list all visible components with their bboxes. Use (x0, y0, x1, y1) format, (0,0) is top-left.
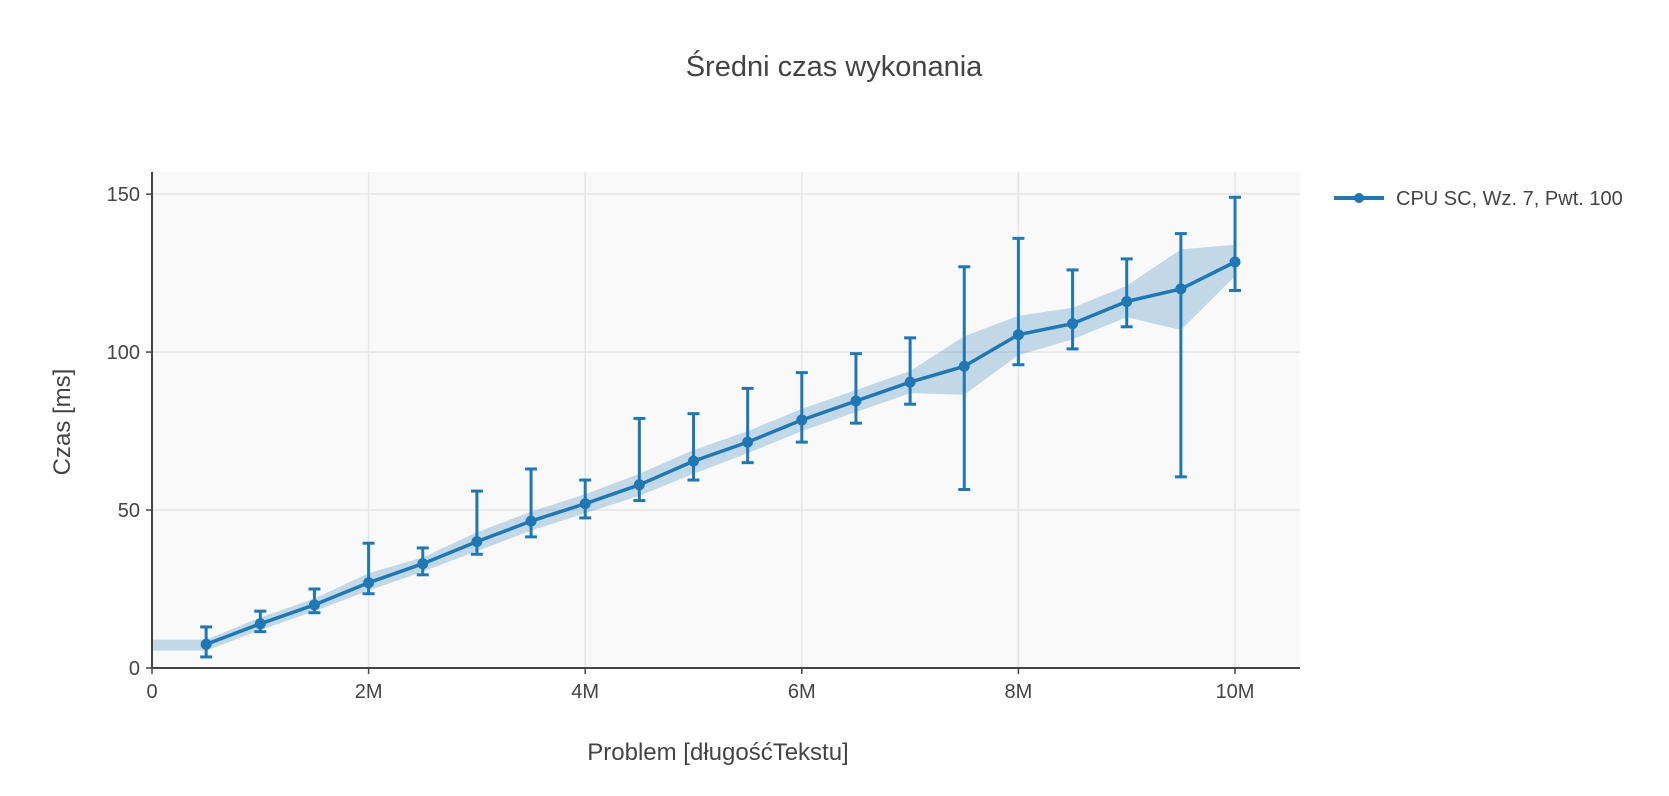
x-tick-label: 4M (571, 681, 599, 703)
error-bar (741, 386, 754, 465)
data-point[interactable] (1229, 256, 1241, 268)
data-point[interactable] (796, 414, 808, 426)
data-point[interactable] (471, 536, 483, 548)
data-point[interactable] (254, 618, 266, 630)
error-bar (1012, 236, 1025, 367)
error-bar (904, 336, 917, 406)
x-tick-label: 2M (355, 681, 383, 703)
data-point[interactable] (904, 376, 916, 388)
axes: 0 2M 4M 6M 8M 10M 0 50 100 150 (107, 172, 1300, 703)
data-point[interactable] (1012, 329, 1024, 341)
legend-marker-swatch (1354, 193, 1364, 203)
data-point[interactable] (742, 436, 754, 448)
x-tick-label: 10M (1216, 681, 1255, 703)
data-point[interactable] (363, 577, 375, 589)
error-bar (1066, 268, 1079, 351)
x-tick-label: 0 (146, 681, 157, 703)
data-point[interactable] (1175, 283, 1187, 295)
y-tick-label: 50 (118, 500, 140, 522)
data-point[interactable] (417, 558, 429, 570)
data-point[interactable] (850, 395, 862, 407)
data-point[interactable] (958, 360, 970, 372)
data-point[interactable] (1121, 296, 1133, 308)
y-axis-title: Czas [ms] (49, 369, 76, 476)
x-axis-title: Problem [długośćTekstu] (587, 739, 848, 766)
error-bar (795, 371, 808, 444)
plot-area-background (152, 172, 1300, 668)
data-point[interactable] (688, 455, 700, 467)
chart-title: Średni czas wykonania (686, 49, 983, 83)
y-tick-label: 150 (107, 184, 140, 206)
data-point[interactable] (525, 515, 537, 527)
y-tick-label: 100 (107, 342, 140, 364)
error-bar (1120, 257, 1133, 329)
x-tick-label: 6M (788, 681, 816, 703)
error-bar (687, 412, 700, 482)
data-point[interactable] (1067, 318, 1079, 330)
series-layer (200, 195, 1242, 659)
legend[interactable]: CPU SC, Wz. 7, Pwt. 100 (1334, 188, 1623, 210)
data-point[interactable] (200, 638, 212, 650)
error-bar (1229, 195, 1242, 292)
legend-entry-label: CPU SC, Wz. 7, Pwt. 100 (1396, 188, 1623, 210)
error-bar (958, 265, 971, 492)
data-point[interactable] (633, 479, 645, 491)
data-point[interactable] (308, 599, 320, 611)
data-point[interactable] (579, 498, 591, 510)
series-line (205, 260, 1236, 646)
y-tick-label: 0 (129, 658, 140, 680)
error-bar (849, 352, 862, 425)
error-bar (1174, 232, 1187, 479)
x-tick-label: 8M (1005, 681, 1033, 703)
